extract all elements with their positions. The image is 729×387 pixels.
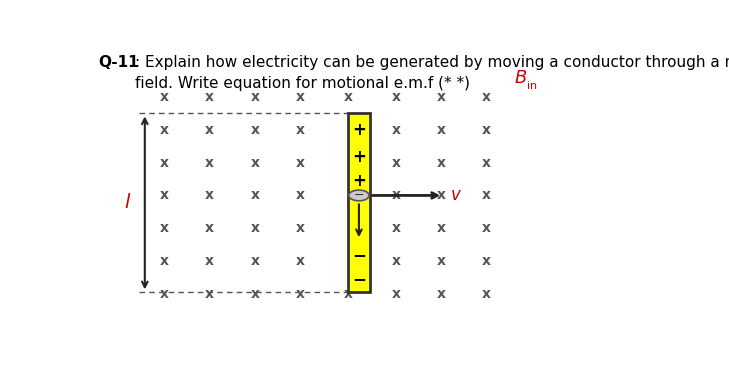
Text: Q-11: Q-11 [98, 55, 139, 70]
Text: −: − [352, 246, 366, 264]
Text: x: x [343, 90, 353, 104]
Text: x: x [482, 254, 491, 268]
Text: x: x [391, 254, 401, 268]
Text: $\mathit{v}$: $\mathit{v}$ [450, 187, 462, 204]
Text: x: x [160, 254, 169, 268]
Text: x: x [160, 156, 169, 170]
Text: x: x [482, 90, 491, 104]
Text: x: x [251, 188, 260, 202]
Text: x: x [437, 90, 446, 104]
Text: x: x [296, 123, 305, 137]
Text: x: x [160, 90, 169, 104]
Text: x: x [437, 254, 446, 268]
Text: +: + [352, 121, 366, 139]
Text: x: x [160, 287, 169, 301]
Text: x: x [251, 156, 260, 170]
Text: x: x [437, 287, 446, 301]
Text: x: x [391, 156, 401, 170]
Text: x: x [160, 221, 169, 235]
Text: x: x [482, 156, 491, 170]
Text: x: x [482, 221, 491, 235]
Text: x: x [296, 221, 305, 235]
Text: −: − [352, 270, 366, 288]
Text: $\mathrm{in}$: $\mathrm{in}$ [526, 79, 537, 91]
Text: x: x [296, 254, 305, 268]
Text: +: + [352, 171, 366, 190]
Text: x: x [391, 221, 401, 235]
Text: x: x [206, 254, 214, 268]
Text: x: x [482, 188, 491, 202]
Text: $\mathbf{\mathit{B}}$: $\mathbf{\mathit{B}}$ [514, 69, 527, 87]
Text: x: x [391, 123, 401, 137]
Text: x: x [482, 123, 491, 137]
Text: x: x [251, 221, 260, 235]
Text: x: x [437, 188, 446, 202]
Circle shape [348, 190, 369, 201]
Text: x: x [206, 90, 214, 104]
Text: x: x [251, 90, 260, 104]
Text: x: x [391, 90, 401, 104]
Bar [348, 113, 370, 292]
Text: x: x [296, 90, 305, 104]
Text: x: x [251, 287, 260, 301]
Text: x: x [206, 188, 214, 202]
Text: x: x [343, 287, 353, 301]
Text: x: x [206, 287, 214, 301]
Text: x: x [437, 123, 446, 137]
Text: x: x [160, 188, 169, 202]
Text: +: + [352, 148, 366, 166]
Text: x: x [251, 254, 260, 268]
Text: x: x [206, 156, 214, 170]
Text: x: x [482, 287, 491, 301]
Text: x: x [206, 123, 214, 137]
Text: x: x [206, 221, 214, 235]
Text: −: − [354, 189, 364, 202]
Text: x: x [251, 123, 260, 137]
Text: x: x [391, 287, 401, 301]
Text: x: x [437, 221, 446, 235]
Text: x: x [437, 156, 446, 170]
Text: : Explain how electricity can be generated by moving a conductor through a magne: : Explain how electricity can be generat… [135, 55, 729, 91]
Text: x: x [296, 188, 305, 202]
Text: x: x [391, 188, 401, 202]
Text: x: x [296, 287, 305, 301]
Text: x: x [160, 123, 169, 137]
Text: $\mathit{l}$: $\mathit{l}$ [124, 194, 131, 212]
Text: x: x [296, 156, 305, 170]
